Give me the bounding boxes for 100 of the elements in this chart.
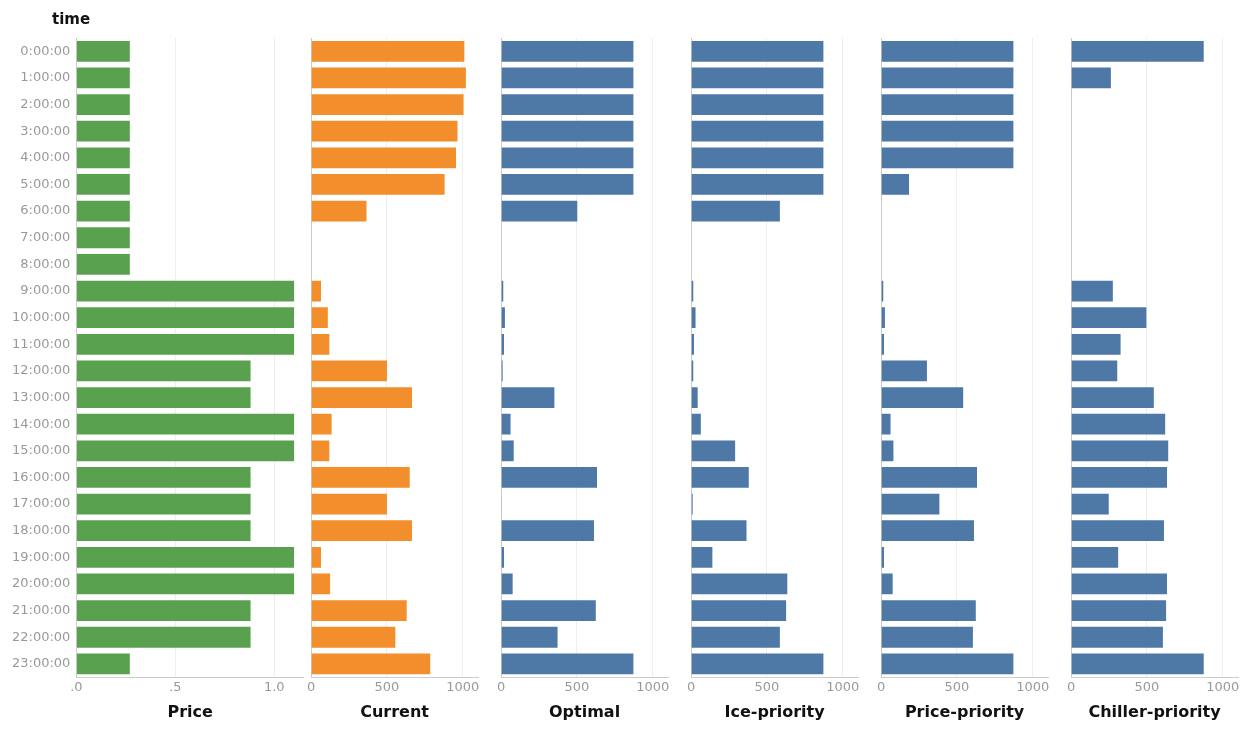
x-tick-label: 500 <box>1134 679 1160 695</box>
bar <box>311 600 407 621</box>
bar <box>1071 467 1168 488</box>
bar <box>501 40 634 62</box>
x-axis-title: Current <box>360 701 430 721</box>
bar <box>76 413 295 435</box>
bar <box>1071 653 1204 675</box>
bar <box>691 147 824 169</box>
bar <box>501 653 634 675</box>
x-axis-title: Ice-priority <box>724 701 826 721</box>
bar <box>76 440 295 462</box>
x-tick-label: 500 <box>754 679 780 695</box>
bar <box>76 493 251 515</box>
bar <box>881 413 891 435</box>
bar <box>881 360 927 382</box>
x-tick-label: 1000 <box>636 679 670 695</box>
bar <box>691 120 824 142</box>
bar <box>501 626 558 648</box>
bar <box>881 467 978 488</box>
x-tick-label: 1000 <box>826 679 860 695</box>
bar <box>881 653 1014 675</box>
x-tick-label: .0 <box>70 679 83 695</box>
bar <box>1071 333 1121 355</box>
bar <box>1071 573 1168 595</box>
bar <box>1071 360 1118 382</box>
bar <box>501 467 598 488</box>
x-tick-label: 1000 <box>1016 679 1050 695</box>
bar <box>1071 546 1119 568</box>
y-tick-label: 16:00:00 <box>12 468 71 484</box>
bar <box>76 520 251 542</box>
y-axis-title: time <box>52 10 91 28</box>
y-tick-label: 9:00:00 <box>20 282 71 298</box>
bar <box>76 67 130 89</box>
bar <box>76 546 295 568</box>
bar <box>501 600 596 621</box>
bar <box>311 626 396 648</box>
y-tick-label: 0:00:00 <box>20 42 71 58</box>
bar <box>691 40 824 62</box>
x-tick-label: 500 <box>944 679 970 695</box>
y-tick-label: 14:00:00 <box>12 415 71 431</box>
x-tick-label: 1000 <box>446 679 480 695</box>
y-tick-label: 18:00:00 <box>12 522 71 538</box>
bar <box>691 94 824 115</box>
bar <box>691 307 696 329</box>
y-tick-label: 15:00:00 <box>12 442 71 458</box>
bar <box>311 360 387 382</box>
bar <box>1071 626 1163 648</box>
bar <box>76 254 130 275</box>
y-tick-label: 19:00:00 <box>12 548 71 564</box>
bar <box>76 307 295 329</box>
y-tick-label: 8:00:00 <box>20 255 71 271</box>
bar <box>1071 67 1111 89</box>
bar <box>691 467 749 488</box>
bar <box>691 573 788 595</box>
bar <box>881 387 964 408</box>
bar <box>501 147 634 169</box>
y-tick-label: 21:00:00 <box>12 601 71 617</box>
bar <box>1071 600 1167 621</box>
y-tick-label: 3:00:00 <box>20 122 71 138</box>
bar <box>501 387 555 408</box>
bar <box>691 653 824 675</box>
bar <box>76 333 295 355</box>
bar <box>311 387 413 408</box>
bar <box>501 174 634 195</box>
bar <box>76 40 130 62</box>
bar <box>881 440 894 462</box>
x-tick-label: 500 <box>374 679 400 695</box>
bar <box>1071 387 1154 408</box>
bar <box>501 413 511 435</box>
bar <box>501 307 505 329</box>
bar <box>501 120 634 142</box>
bar <box>1071 307 1147 329</box>
y-tick-label: 11:00:00 <box>12 335 71 351</box>
bar <box>691 387 698 408</box>
x-tick-label: 0 <box>686 679 696 695</box>
bar <box>881 573 893 595</box>
bar <box>501 520 594 542</box>
bar <box>691 67 824 89</box>
bar <box>1071 413 1166 435</box>
x-axis-title: Price <box>167 701 214 721</box>
bar <box>881 147 1014 169</box>
bar <box>881 174 910 195</box>
bar <box>1071 40 1204 62</box>
bar <box>76 120 130 142</box>
bar <box>691 600 787 621</box>
bar <box>76 600 251 621</box>
bar <box>311 147 456 169</box>
bar <box>691 440 736 462</box>
y-tick-label: 13:00:00 <box>12 388 71 404</box>
bar <box>691 520 747 542</box>
bar <box>76 573 295 595</box>
bar <box>501 94 634 115</box>
bar <box>881 67 1014 89</box>
bar <box>311 200 367 222</box>
bar <box>881 600 976 621</box>
bar <box>881 520 974 542</box>
y-tick-label: 1:00:00 <box>20 69 71 85</box>
bar <box>76 280 295 302</box>
bar <box>1071 493 1109 515</box>
bar <box>1071 440 1169 462</box>
